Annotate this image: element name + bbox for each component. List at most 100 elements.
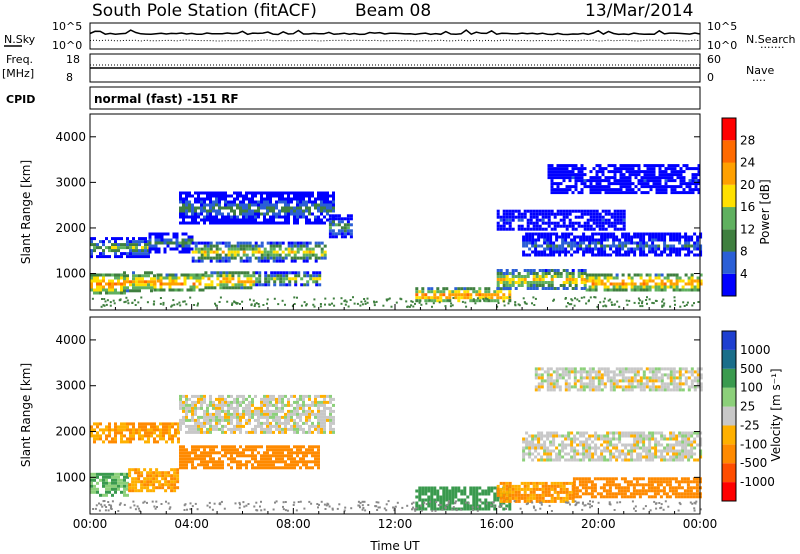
data-cell [245, 259, 249, 263]
data-cell [305, 244, 309, 248]
data-cell [674, 489, 678, 493]
data-cell [269, 448, 272, 452]
data-cell [99, 291, 102, 295]
data-cell [287, 403, 290, 407]
data-cell [221, 194, 224, 198]
data-cell [188, 454, 191, 458]
data-cell [278, 421, 281, 425]
data-cell [526, 272, 530, 275]
data-cell [546, 253, 550, 257]
data-cell [505, 296, 509, 300]
data-cell [328, 229, 332, 233]
data-cell [207, 286, 211, 290]
data-cell [583, 269, 587, 272]
data-cell [314, 215, 317, 219]
data-cell [577, 191, 581, 195]
data-cell [314, 221, 317, 225]
data-cell [586, 227, 590, 231]
data-cell [571, 278, 575, 281]
data-cell [526, 209, 530, 213]
data-cell [144, 237, 147, 241]
data-cell [561, 244, 565, 248]
data-cell [267, 277, 271, 281]
data-cell [508, 224, 512, 228]
data-cell [135, 240, 138, 244]
data-cell [526, 496, 530, 500]
data-cell [257, 259, 261, 263]
data-cell [427, 504, 431, 508]
data-cell [287, 412, 290, 416]
data-cell [571, 224, 575, 228]
data-cell [137, 474, 141, 478]
data-cell [661, 170, 665, 174]
data-cell [648, 232, 652, 236]
data-cell [528, 235, 532, 239]
data-cell [162, 276, 166, 280]
data-cell [305, 194, 308, 198]
data-cell [547, 212, 551, 216]
data-cell [263, 212, 266, 216]
data-cell [663, 247, 667, 251]
data-cell [630, 250, 634, 254]
data-cell [674, 486, 678, 490]
data-cell [572, 483, 576, 487]
data-cell [621, 253, 625, 257]
data-cell [424, 296, 428, 300]
data-cell [218, 197, 221, 201]
data-cell [317, 244, 321, 248]
data-cell [532, 278, 536, 281]
data-cell [299, 247, 303, 251]
data-cell [194, 250, 198, 254]
data-cell [308, 397, 311, 401]
data-cell [168, 288, 172, 292]
data-cell [168, 437, 171, 441]
data-cell [522, 455, 526, 459]
scatter-cell [464, 301, 467, 304]
data-cell [573, 458, 577, 462]
data-cell [549, 235, 553, 239]
data-cell [236, 427, 239, 431]
data-cell [126, 425, 129, 429]
data-cell [632, 495, 636, 499]
data-cell [664, 176, 668, 180]
data-cell [496, 287, 500, 290]
data-cell [326, 212, 329, 216]
data-cell [586, 212, 590, 216]
data-cell [266, 259, 270, 263]
data-cell [588, 458, 592, 462]
data-cell [176, 468, 180, 472]
data-cell [537, 238, 541, 242]
scatter-cell [589, 296, 592, 299]
data-cell [120, 246, 123, 250]
data-cell [615, 446, 619, 450]
data-cell [606, 434, 610, 438]
data-cell [502, 284, 506, 287]
data-cell [508, 209, 512, 213]
data-cell [658, 167, 662, 171]
data-cell [656, 489, 660, 493]
data-cell [634, 173, 638, 177]
data-cell [108, 425, 111, 429]
data-cell [108, 422, 111, 426]
data-cell [537, 253, 541, 257]
data-cell [541, 275, 545, 278]
scatter-cell [425, 302, 428, 305]
data-cell [505, 269, 509, 272]
data-cell [278, 259, 282, 263]
data-cell [552, 232, 556, 236]
data-cell [276, 274, 280, 278]
data-cell [329, 424, 332, 428]
data-cell [278, 424, 281, 428]
data-cell [191, 221, 194, 225]
data-cell [654, 285, 658, 289]
data-cell [284, 256, 288, 260]
data-cell [602, 489, 606, 493]
scatter-cell [218, 301, 221, 303]
data-cell [332, 206, 335, 210]
data-cell [227, 463, 230, 467]
data-cell [305, 463, 308, 467]
data-cell [287, 212, 290, 216]
data-cell [662, 480, 666, 484]
data-cell [224, 221, 227, 225]
scatter-cell [669, 305, 672, 308]
